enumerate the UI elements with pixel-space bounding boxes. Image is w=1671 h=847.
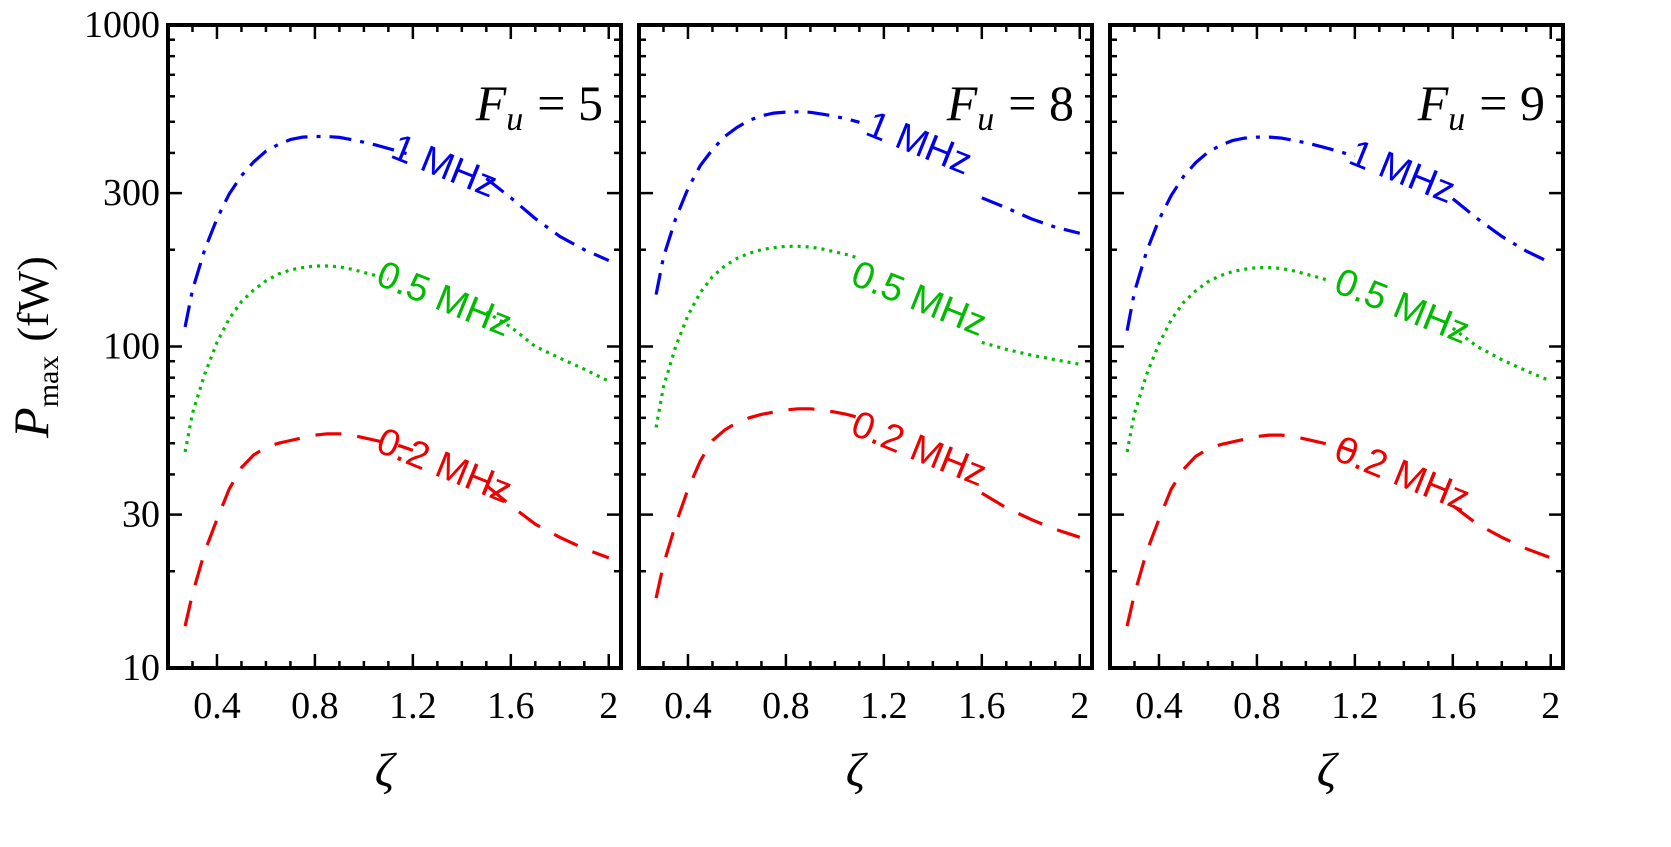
annotation-symbol: F xyxy=(1417,75,1449,131)
y-axis-title-symbol: P xyxy=(3,407,59,439)
y-tick-label: 1000 xyxy=(84,4,160,46)
series-label: 0.2 MHz xyxy=(371,420,518,512)
x-tick-label: 1.2 xyxy=(389,685,437,727)
x-tick-label: 1.2 xyxy=(1331,685,1379,727)
annotation-subscript: u xyxy=(506,101,523,138)
series-line-0.2-mhz xyxy=(183,432,414,627)
y-tick-label: 100 xyxy=(103,326,160,368)
y-tick-label: 10 xyxy=(122,647,160,689)
y-axis-title-subscript: max xyxy=(32,356,65,408)
x-tick-label: 1.6 xyxy=(1429,685,1477,727)
series-line-0.2-mhz xyxy=(1451,504,1552,560)
x-tick-label: 0.8 xyxy=(762,685,810,727)
panel-3: 0.4 0.8 1.2 1.6 2 ζ Fu = 9 1 MHz 0.5 MHz 0.2 MHz xyxy=(1108,23,1565,797)
series-label: 1 MHz xyxy=(386,126,504,206)
series-line-0.5-mhz xyxy=(1125,266,1331,453)
x-tick-label: 0.8 xyxy=(291,685,339,727)
series-line-1-mhz xyxy=(183,134,414,328)
series-label: 0.2 MHz xyxy=(1329,428,1476,520)
y-axis-title: Pmax (fW) xyxy=(3,256,65,439)
annotation-relation: = 8 xyxy=(1008,75,1074,131)
series-label: 0.5 MHz xyxy=(1329,261,1476,353)
series-line-1-mhz xyxy=(981,196,1081,235)
annotation-symbol: F xyxy=(475,75,507,131)
series-label: 0.2 MHz xyxy=(846,403,993,495)
annotation-relation: = 5 xyxy=(537,75,603,131)
panel-1: 10 30 100 300 1000 0.4 0.8 1.2 1.6 2 ζ Fu = 5 1 MHz 0.… xyxy=(84,4,623,797)
series-label: 0.5 MHz xyxy=(371,253,518,345)
y-tick-label: 30 xyxy=(122,494,160,536)
x-tick-label: 0.4 xyxy=(1135,685,1183,727)
annotation-subscript: u xyxy=(977,101,994,138)
panel-annotation: Fu = 8 xyxy=(946,75,1074,138)
series-line-0.2-mhz xyxy=(1125,433,1356,627)
series-line-0.5-mhz xyxy=(981,340,1081,366)
y-tick-label: 300 xyxy=(103,172,160,214)
x-axis-title: ζ xyxy=(375,744,398,797)
series-line-0.5-mhz xyxy=(485,310,610,383)
x-tick-label: 2 xyxy=(599,685,618,727)
series-line-0.5-mhz xyxy=(183,264,389,453)
x-tick-label: 1.6 xyxy=(487,685,535,727)
series-line-0.5-mhz xyxy=(1451,326,1552,383)
series-line-0.2-mhz xyxy=(654,407,860,599)
x-tick-label: 1.6 xyxy=(958,685,1006,727)
x-tick-label: 0.4 xyxy=(193,685,241,727)
annotation-subscript: u xyxy=(1448,101,1465,138)
series-label: 0.5 MHz xyxy=(846,253,993,345)
panel-annotation: Fu = 5 xyxy=(475,75,603,138)
series-line-0.5-mhz xyxy=(654,244,860,428)
annotation-symbol: F xyxy=(946,75,978,131)
series-line-1-mhz xyxy=(654,110,860,295)
x-tick-label: 2 xyxy=(1070,685,1089,727)
x-axis-title: ζ xyxy=(1317,744,1340,797)
annotation-relation: = 9 xyxy=(1479,75,1545,131)
series-line-1-mhz xyxy=(485,177,610,263)
y-axis-title-unit: (fW) xyxy=(9,256,58,342)
x-axis-title: ζ xyxy=(846,744,869,797)
panel-annotation: Fu = 9 xyxy=(1417,75,1545,138)
series-label: 1 MHz xyxy=(1343,132,1461,212)
series-line-1-mhz xyxy=(1125,135,1356,331)
x-tick-label: 0.4 xyxy=(664,685,712,727)
series-line-1-mhz xyxy=(1451,197,1552,265)
series-line-0.2-mhz xyxy=(980,491,1081,539)
x-tick-label: 1.2 xyxy=(860,685,908,727)
x-tick-label: 2 xyxy=(1541,685,1560,727)
x-tick-label: 0.8 xyxy=(1233,685,1281,727)
